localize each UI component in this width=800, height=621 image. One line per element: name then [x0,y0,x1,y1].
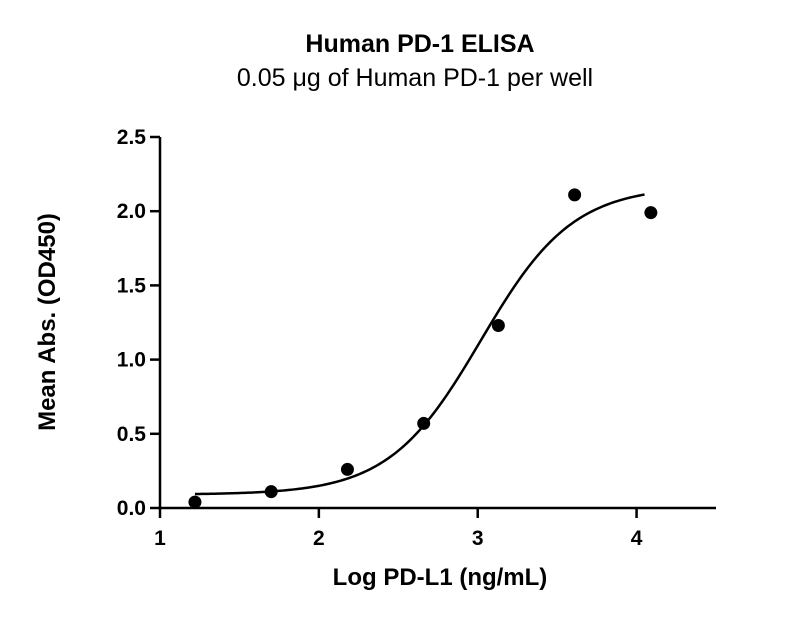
y-axis-label: Mean Abs. (OD450) [34,213,61,431]
y-tick-label: 2.5 [117,126,147,149]
x-tick-label: 4 [631,527,643,550]
x-axis: 1 2 3 4 [154,506,716,550]
data-point [491,318,505,332]
y-tick-label: 1.0 [117,349,146,372]
data-point [264,485,278,499]
y-tick-label: 0.5 [117,423,147,446]
y-tick-label: 1.5 [117,274,147,297]
data-point [644,206,658,220]
data-point [340,462,354,476]
data-point [188,495,202,509]
y-tick-label: 2.0 [117,200,146,223]
data-points [188,188,658,509]
x-tick-label: 2 [313,527,325,550]
data-point [568,188,582,202]
chart-title: Human PD-1 ELISA [305,30,534,58]
data-point [417,416,431,430]
chart-subtitle: 0.05 μg of Human PD-1 per well [237,64,593,92]
x-axis-label: Log PD-L1 (ng/mL) [333,564,548,591]
x-tick-label: 3 [472,527,484,550]
y-tick-label: 0.0 [117,497,146,520]
x-tick-label: 1 [154,527,166,550]
fit-curve [194,193,645,496]
y-axis: 0.0 0.5 1.0 1.5 2.0 2.5 [117,126,162,520]
